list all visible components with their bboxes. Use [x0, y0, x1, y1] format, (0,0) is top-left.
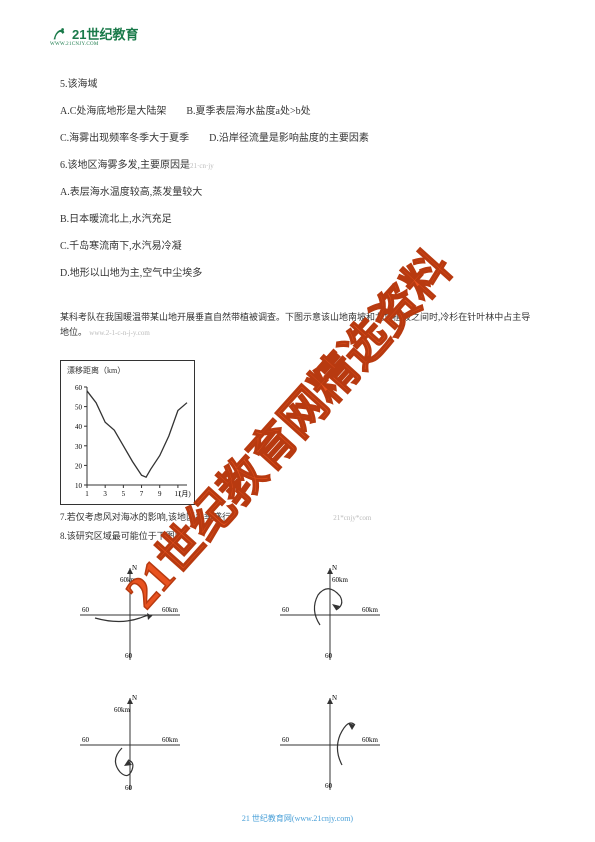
question8-stem: 8.该研究区域最可能位于下图中 — [60, 529, 535, 544]
svg-text:60km: 60km — [362, 736, 379, 744]
svg-text:40: 40 — [75, 423, 83, 431]
chart-svg: 1020304050601357911(月) — [65, 379, 193, 501]
diagram-d: N 60 60km 60 — [270, 690, 390, 800]
svg-text:N: N — [332, 564, 337, 572]
diagram-row-1: N 60km 60 60km 60 N 60km 60 60km 60 — [70, 560, 390, 670]
question5-options-cd: C.海雾出现频率冬季大于夏季 D.沿岸径流量是影响盐度的主要因素 — [60, 129, 535, 148]
svg-text:50: 50 — [75, 404, 83, 412]
inline-watermark-3: 21*cnjy*com — [333, 514, 371, 522]
question6-option-a: A.表层海水温度较高,蒸发量较大 — [60, 183, 535, 202]
svg-text:60: 60 — [282, 736, 290, 744]
svg-text:10: 10 — [75, 482, 83, 490]
question6-stem: 6.该地区海雾多发,主要原因是21·cn·jy — [60, 156, 535, 175]
svg-text:1: 1 — [85, 490, 89, 498]
question6-option-b: B.日本暖流北上,水汽充足 — [60, 210, 535, 229]
svg-text:60km: 60km — [362, 606, 379, 614]
svg-text:60: 60 — [82, 736, 90, 744]
diagram-b: N 60km 60 60km 60 — [270, 560, 390, 670]
svg-text:30: 30 — [75, 443, 83, 451]
svg-text:7: 7 — [140, 490, 144, 498]
svg-text:5: 5 — [122, 490, 126, 498]
diagram-c: N 60km 60 60km 60 — [70, 690, 190, 800]
svg-text:60km: 60km — [162, 736, 179, 744]
inline-watermark-2: www.2-1-c-n-j-y.com — [89, 329, 150, 337]
logo-text: 21世纪教育 — [72, 24, 138, 43]
svg-text:60: 60 — [325, 652, 333, 660]
line-chart: 漂移距离（km） 1020304050601357911(月) — [60, 360, 195, 505]
question5-options-ab: A.C处海底地形是大陆架 B.夏季表层海水盐度a处>b处 — [60, 102, 535, 121]
inline-watermark-1: 21·cn·jy — [190, 162, 214, 170]
logo-icon — [50, 25, 68, 43]
footer-text: 21 世纪教育网 — [242, 814, 292, 823]
svg-text:9: 9 — [158, 490, 162, 498]
context-text: 某科考队在我国暖温带某山地开展垂直自然带植被调查。下图示意该山地南坡和北坡植被之… — [60, 310, 535, 341]
content-area: 5.该海域 A.C处海底地形是大陆架 B.夏季表层海水盐度a处>b处 C.海雾出… — [60, 75, 535, 291]
svg-text:60: 60 — [82, 606, 90, 614]
svg-text:3: 3 — [103, 490, 107, 498]
svg-text:60: 60 — [282, 606, 290, 614]
question6-option-c: C.千岛寒流南下,水汽易冷凝 — [60, 237, 535, 256]
svg-text:60: 60 — [125, 652, 133, 660]
question7-and-8: 7.若仅考虑风对海冰的影响,该地区冬季盛行 21*cnjy*com 8.该研究区… — [60, 510, 535, 545]
svg-text:60: 60 — [325, 782, 333, 790]
footer-link[interactable]: (www.21cnjy.com) — [292, 814, 353, 823]
diagram-row-2: N 60km 60 60km 60 N 60 60km 60 — [70, 690, 390, 800]
logo: 21世纪教育 — [50, 24, 138, 43]
question7-stem: 7.若仅考虑风对海冰的影响,该地区冬季盛行 21*cnjy*com — [60, 510, 535, 525]
footer: 21 世纪教育网(www.21cnjy.com) — [0, 813, 595, 824]
svg-text:60: 60 — [75, 384, 83, 392]
svg-text:(月): (月) — [179, 490, 191, 498]
svg-text:60km: 60km — [162, 606, 179, 614]
diagram-a: N 60km 60 60km 60 — [70, 560, 190, 670]
question5-stem: 5.该海域 — [60, 75, 535, 94]
question6-option-d: D.地形以山地为主,空气中尘埃多 — [60, 264, 535, 283]
chart-ylabel: 漂移距离（km） — [67, 365, 125, 376]
logo-subtitle: WWW.21CNJY.COM — [50, 42, 99, 47]
svg-text:N: N — [132, 564, 137, 572]
svg-text:60: 60 — [125, 784, 133, 792]
svg-text:60km: 60km — [332, 576, 349, 584]
svg-text:N: N — [332, 694, 337, 702]
svg-text:60km: 60km — [114, 706, 131, 714]
svg-text:60km: 60km — [120, 576, 137, 584]
svg-text:N: N — [132, 694, 137, 702]
svg-text:20: 20 — [75, 462, 83, 470]
